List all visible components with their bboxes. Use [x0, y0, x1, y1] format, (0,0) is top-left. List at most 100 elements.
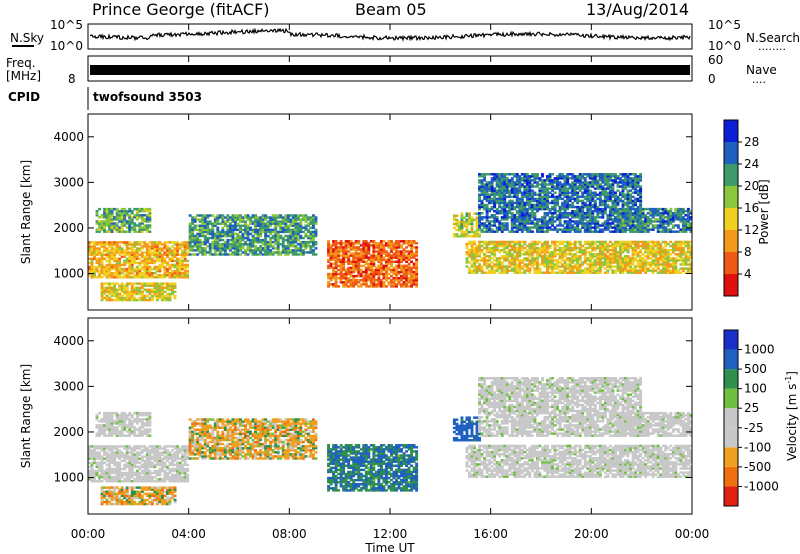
power-echo-cell	[649, 250, 653, 254]
power-echo-cell	[520, 222, 524, 225]
power-echo-cell	[181, 276, 185, 279]
power-echo-cell	[616, 199, 620, 203]
power-echo-cell	[556, 224, 560, 227]
power-echo-cell	[281, 251, 285, 254]
power-echo-cell	[598, 173, 602, 176]
power-echo-cell	[337, 242, 341, 245]
power-echo-cell	[123, 216, 127, 219]
power-echo-cell	[561, 216, 565, 219]
power-echo-cell	[178, 263, 182, 267]
power-echo-cell	[251, 234, 255, 238]
power-echo-cell	[561, 193, 565, 196]
power-echo-cell	[155, 282, 159, 285]
power-echo-cell	[608, 173, 612, 176]
power-echo-cell	[548, 265, 552, 268]
power-echo-cell	[314, 230, 318, 234]
power-echo-cell	[518, 175, 522, 178]
power-echo-cell	[681, 259, 685, 262]
power-echo-cell	[611, 185, 615, 188]
power-echo-cell	[543, 253, 547, 256]
power-echo-cell	[503, 197, 507, 201]
power-echo-cell	[578, 222, 582, 225]
power-echo-cell	[578, 242, 582, 246]
power-echo-cell	[571, 267, 575, 270]
power-echo-cell	[364, 268, 368, 272]
power-echo-cell	[546, 199, 549, 203]
power-echo-cell	[541, 222, 544, 225]
power-echo-cell	[123, 288, 127, 292]
power-echo-cell	[176, 245, 179, 248]
power-echo-cell	[656, 263, 660, 266]
power-echo-cell	[216, 220, 220, 223]
power-echo-cell	[196, 218, 200, 221]
power-echo-cell	[649, 248, 653, 252]
power-echo-cell	[410, 268, 414, 272]
power-echo-cell	[254, 238, 258, 242]
power-echo-cell	[226, 224, 230, 227]
power-echo-cell	[130, 296, 134, 300]
power-echo-cell	[153, 290, 157, 294]
power-echo-cell	[254, 226, 258, 230]
power-echo-cell	[125, 261, 129, 265]
power-echo-cell	[561, 201, 565, 205]
power-echo-cell	[626, 248, 630, 252]
power-echo-cell	[128, 228, 132, 231]
power-echo-cell	[284, 214, 288, 217]
power-echo-cell	[402, 281, 406, 284]
power-echo-cell	[629, 267, 632, 270]
power-echo-cell	[181, 251, 185, 254]
power-echo-cell	[236, 228, 240, 232]
power-echo-cell	[311, 216, 315, 219]
power-echo-cell	[500, 187, 504, 190]
power-echo-cell	[530, 212, 534, 215]
power-echo-cell	[538, 218, 542, 221]
power-echo-cell	[679, 244, 683, 248]
power-echo-cell	[216, 236, 220, 240]
power-echo-cell	[573, 193, 577, 196]
power-echo-cell	[593, 259, 597, 262]
power-echo-cell	[390, 285, 393, 288]
power-echo-cell	[213, 224, 217, 227]
nave-label: Nave	[746, 63, 777, 77]
power-echo-cell	[226, 253, 230, 256]
power-echo-cell	[478, 193, 481, 196]
power-echo-cell	[191, 228, 195, 232]
power-echo-cell	[525, 267, 529, 270]
power-echo-cell	[357, 254, 361, 257]
power-echo-cell	[541, 173, 544, 176]
power-echo-cell	[259, 228, 263, 232]
power-echo-cell	[299, 222, 303, 225]
power-echo-cell	[374, 268, 378, 272]
power-echo-cell	[528, 199, 532, 203]
power-echo-cell	[206, 228, 210, 232]
power-echo-cell	[88, 247, 91, 250]
power-echo-cell	[528, 193, 532, 196]
power-echo-cell	[573, 246, 577, 250]
power-echo-cell	[520, 271, 524, 274]
power-echo-cell	[498, 240, 502, 244]
power-echo-cell	[636, 244, 640, 248]
power-echo-cell	[181, 261, 185, 265]
power-echo-cell	[468, 269, 471, 272]
power-echo-cell	[538, 193, 542, 196]
power-echo-cell	[478, 269, 481, 272]
power-echo-cell	[367, 252, 371, 255]
power-echo-cell	[596, 175, 600, 178]
power-echo-cell	[593, 220, 597, 223]
power-echo-cell	[140, 226, 144, 229]
power-echo-cell	[311, 232, 315, 236]
power-echo-cell	[480, 173, 484, 176]
power-echo-cell	[689, 265, 693, 268]
power-echo-cell	[98, 226, 101, 229]
power-echo-cell	[606, 216, 610, 219]
power-echo-cell	[211, 228, 215, 232]
power-echo-cell	[591, 265, 595, 268]
power-echo-cell	[546, 228, 549, 231]
power-echo-cell	[173, 294, 177, 298]
power-echo-cell	[357, 285, 361, 288]
power-echo-cell	[523, 220, 527, 223]
power-echo-cell	[337, 254, 341, 257]
power-echo-cell	[130, 267, 134, 271]
power-echo-cell	[528, 220, 532, 223]
power-echo-cell	[518, 201, 522, 205]
